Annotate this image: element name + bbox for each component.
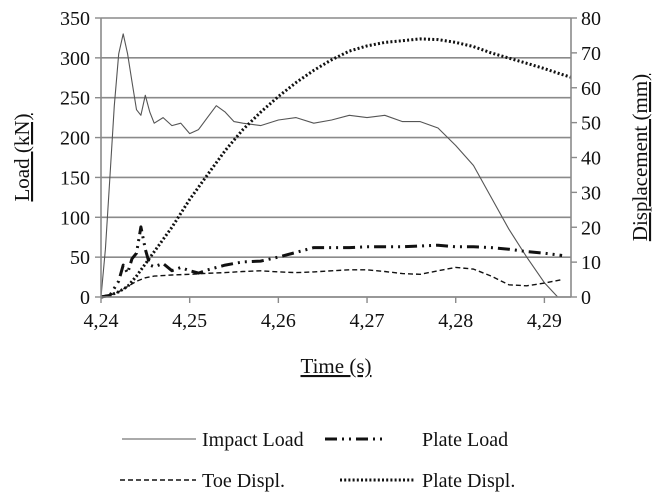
y-left-tick-label: 350 [60, 8, 90, 30]
y-left-tick-label: 50 [70, 247, 90, 269]
series-line-plate-load [100, 225, 563, 299]
x-tick-label: 4,29 [527, 310, 562, 332]
y-right-tick-label: 70 [581, 43, 601, 65]
y-right-tick-label: 50 [581, 113, 601, 135]
x-tick-label: 4,25 [172, 310, 207, 332]
y-right-tick-label: 40 [581, 148, 601, 170]
y-left-tick-label: 200 [60, 128, 90, 150]
legend-label: Toe Displ. [202, 470, 285, 492]
y-right-tick-label: 80 [581, 8, 601, 30]
legend: Impact Load Plate Load Toe Displ. Plate Dis… [120, 429, 515, 492]
legend-label: Plate Displ. [422, 470, 515, 492]
gridlines [101, 17, 571, 298]
x-tick-label: 4,28 [438, 310, 473, 332]
x-tick-label: 4,27 [350, 310, 385, 332]
tick-labels: 4,24 4,25 4,26 4,27 4,28 4,290501001502002503… [60, 8, 601, 332]
legend-label: Plate Load [422, 429, 508, 451]
y-left-tick-label: 0 [80, 287, 90, 309]
y-right-tick-label: 20 [581, 217, 601, 239]
series-lines [100, 33, 572, 299]
y-right-tick-label: 0 [581, 287, 591, 309]
y-axis-left-title: Load (kN) [10, 113, 34, 201]
x-tick-label: 4,26 [261, 310, 296, 332]
legend-label: Impact Load [202, 429, 304, 451]
y-right-tick-label: 60 [581, 78, 601, 100]
x-axis-title: Time (s) [301, 354, 372, 378]
y-axis-right-title: Displacement (mm) [628, 74, 652, 241]
y-left-tick-label: 100 [60, 207, 90, 229]
y-right-tick-label: 30 [581, 182, 601, 204]
y-right-tick-label: 10 [581, 252, 601, 274]
series-line-toe-displ [100, 266, 563, 298]
x-tick-label: 4,24 [84, 310, 119, 332]
series-line-impact-load [100, 33, 559, 298]
y-left-tick-label: 250 [60, 88, 90, 110]
y-left-tick-label: 300 [60, 48, 90, 70]
series-line-plate-displ [100, 37, 572, 299]
axes [95, 17, 577, 303]
y-left-tick-label: 150 [60, 167, 90, 189]
